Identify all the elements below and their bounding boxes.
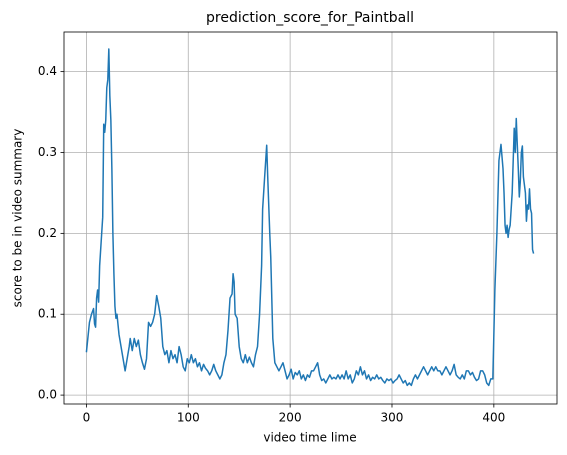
x-tick-label: 100 (177, 411, 200, 425)
x-tick-label: 200 (279, 411, 302, 425)
x-axis-label: video time lime (263, 431, 356, 445)
y-tick-label: 0.2 (38, 226, 57, 240)
y-tick-label: 0.1 (38, 307, 57, 321)
y-tick-label: 0.4 (38, 64, 57, 78)
plot-frame (63, 31, 558, 405)
y-tick-label: 0.3 (38, 145, 57, 159)
chart-title: prediction_score_for_Paintball (206, 10, 414, 26)
x-tick-label: 0 (83, 411, 91, 425)
x-tick-label: 400 (482, 411, 505, 425)
y-tick-label: 0.0 (38, 388, 57, 402)
y-axis-label: score to be in video summary (11, 129, 25, 308)
data-line (85, 48, 535, 387)
x-tick-label: 300 (381, 411, 404, 425)
